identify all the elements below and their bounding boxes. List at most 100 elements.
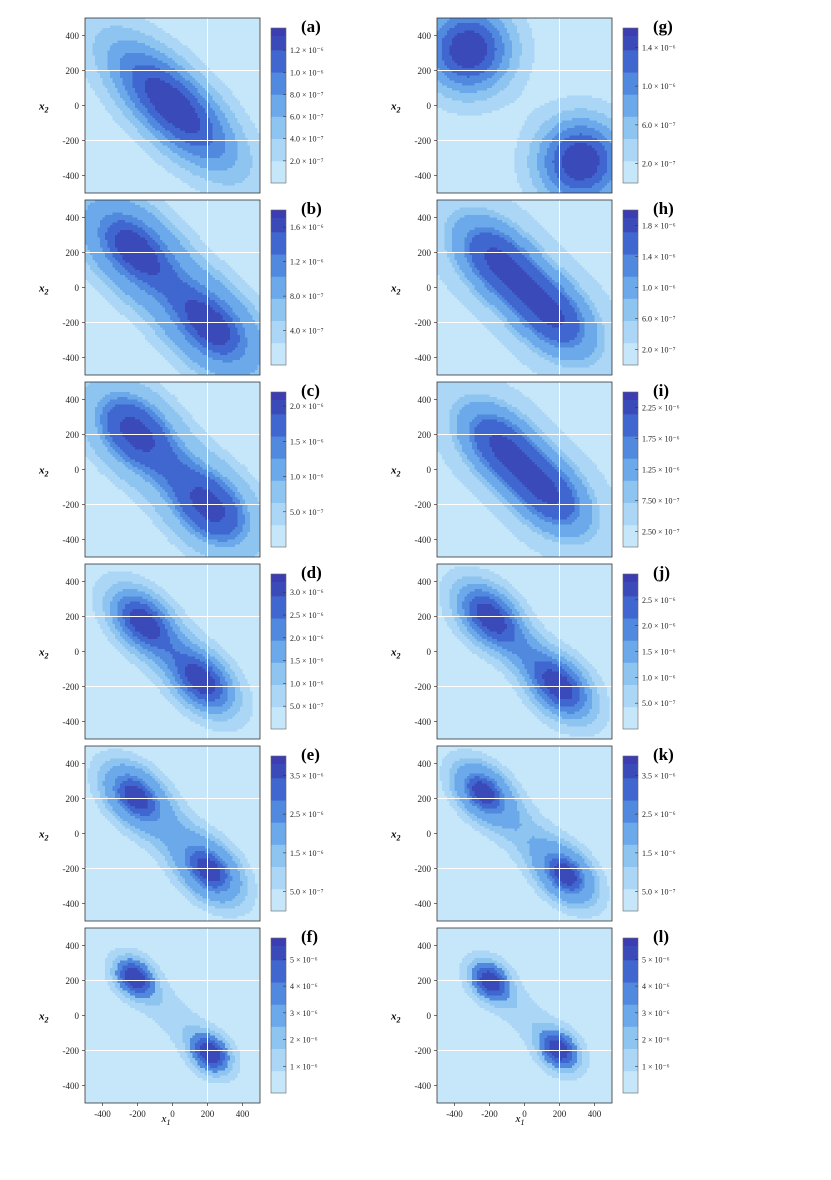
contour-cell: [233, 66, 236, 69]
contour-cell: [163, 103, 166, 106]
contour-cell: [108, 28, 111, 31]
contour-cell: [145, 56, 148, 59]
contour-cell: [218, 118, 221, 121]
contour-cell: [175, 173, 178, 176]
contour-cell: [253, 88, 256, 91]
contour-cell: [200, 176, 203, 179]
contour-cell: [95, 83, 98, 86]
contour-cell: [110, 41, 113, 44]
contour-cell: [143, 63, 146, 66]
contour-cell: [248, 111, 251, 114]
contour-cell: [150, 116, 153, 119]
contour-cell: [238, 101, 241, 104]
contour-cell: [233, 163, 236, 166]
contour-cell: [125, 73, 128, 76]
contour-cell: [85, 86, 88, 89]
contour-cell: [108, 63, 111, 66]
contour-cell: [120, 200, 123, 203]
contour-cell: [108, 176, 111, 179]
contour-cell: [188, 161, 191, 164]
contour-cell: [233, 186, 236, 189]
contour-cell: [133, 188, 136, 191]
contour-cell: [168, 158, 171, 161]
contour-cell: [228, 51, 231, 54]
contour-cell: [138, 43, 141, 46]
contour-cell: [90, 101, 93, 104]
contour-cell: [240, 83, 243, 86]
contour-cell: [135, 98, 138, 101]
contour-cell: [250, 33, 253, 36]
contour-cell: [173, 161, 176, 164]
contour-cell: [245, 116, 248, 119]
contour-cell: [245, 121, 248, 124]
contour-cell: [210, 183, 213, 186]
contour-cell: [113, 128, 116, 131]
contour-cell: [198, 116, 201, 119]
contour-cell: [123, 153, 126, 156]
contour-cell: [133, 146, 136, 149]
contour-cell: [250, 26, 253, 29]
contour-cell: [243, 116, 246, 119]
contour-cell: [140, 166, 143, 169]
contour-cell: [248, 93, 251, 96]
contour-cell: [103, 48, 106, 51]
contour-cell: [200, 91, 203, 94]
contour-cell: [168, 38, 171, 41]
contour-cell: [160, 66, 163, 69]
contour-cell: [225, 53, 228, 56]
contour-cell: [213, 66, 216, 69]
contour-cell: [245, 118, 248, 121]
contour-cell: [130, 181, 133, 184]
contour-cell: [85, 161, 88, 164]
contour-cell: [135, 63, 138, 66]
contour-cell: [255, 116, 258, 119]
contour-cell: [223, 156, 226, 159]
contour-cell: [160, 161, 163, 164]
contour-cell: [190, 53, 193, 56]
contour-cell: [163, 53, 166, 56]
contour-cell: [150, 78, 153, 81]
contour-cell: [153, 21, 156, 24]
contour-cell: [123, 76, 126, 79]
contour-cell: [150, 76, 153, 79]
contour-cell: [203, 118, 206, 121]
contour-cell: [250, 53, 253, 56]
contour-cell: [163, 188, 166, 191]
contour-cell: [240, 153, 243, 156]
contour-cell: [240, 96, 243, 99]
contour-cell: [85, 26, 88, 29]
contour-cell: [195, 121, 198, 124]
contour-cell: [108, 83, 111, 86]
contour-cell: [198, 168, 201, 171]
contour-cell: [135, 78, 138, 81]
contour-cell: [85, 76, 88, 79]
contour-cell: [248, 163, 251, 166]
contour-cell: [110, 83, 113, 86]
contour-cell: [223, 51, 226, 54]
contour-cell: [203, 153, 206, 156]
contour-cell: [88, 56, 91, 59]
contour-cell: [213, 91, 216, 94]
contour-cell: [140, 126, 143, 129]
contour-cell: [198, 101, 201, 104]
contour-cell: [225, 96, 228, 99]
contour-cell: [155, 58, 158, 61]
contour-cell: [165, 148, 168, 151]
contour-cell: [123, 41, 126, 44]
contour-cell: [130, 133, 133, 136]
contour-cell: [170, 128, 173, 131]
contour-cell: [125, 43, 128, 46]
contour-cell: [238, 43, 241, 46]
contour-cell: [125, 51, 128, 54]
contour-cell: [245, 78, 248, 81]
contour-cell: [190, 121, 193, 124]
contour-cell: [100, 46, 103, 49]
contour-cell: [88, 133, 91, 136]
contour-cell: [193, 58, 196, 61]
contour-cell: [243, 81, 246, 84]
contour-cell: [160, 123, 163, 126]
contour-cell: [133, 118, 136, 121]
contour-cell: [115, 163, 118, 166]
contour-cell: [190, 123, 193, 126]
contour-cell: [178, 88, 181, 91]
